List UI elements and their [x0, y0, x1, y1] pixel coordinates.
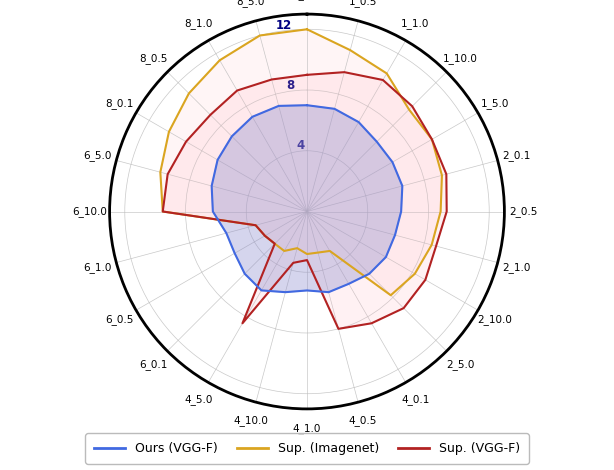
Legend: Ours (VGG-F), Sup. (Imagenet), Sup. (VGG-F): Ours (VGG-F), Sup. (Imagenet), Sup. (VGG…: [85, 433, 529, 464]
Polygon shape: [212, 105, 402, 292]
Polygon shape: [163, 72, 447, 329]
Polygon shape: [160, 29, 442, 295]
